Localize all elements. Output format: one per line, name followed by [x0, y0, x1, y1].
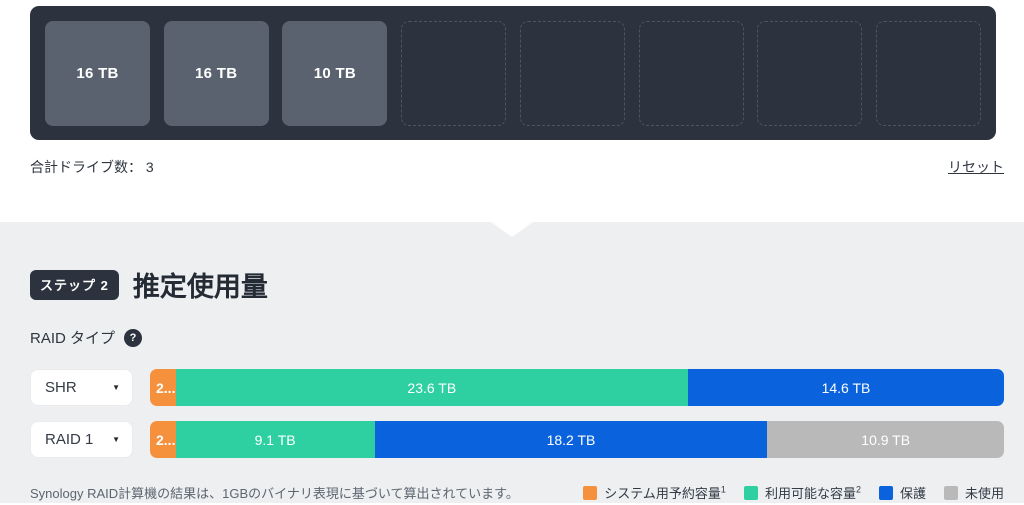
raid-type-select[interactable]: SHR ▼	[30, 369, 133, 406]
estimate-section: ステップ 2 推定使用量 RAID タイプ ? SHR ▼ 2... 23.6 …	[0, 222, 1024, 503]
bar-segment-available: 23.6 TB	[175, 369, 688, 406]
legend-item-unused: 未使用	[943, 483, 1004, 502]
footnote: Synology RAID計算機の結果は、1GBのバイナリ表現に基づいて算出され…	[30, 486, 519, 501]
legend-swatch-protection	[878, 485, 893, 500]
raid-type-value: SHR	[45, 379, 77, 396]
step-header: ステップ 2 推定使用量	[30, 222, 1004, 304]
bar-segment-available: 9.1 TB	[175, 421, 375, 458]
legend-label: 未使用	[964, 486, 1004, 501]
drive-capacity-label: 10 TB	[313, 64, 357, 82]
bar-segment-reserved: 2...	[150, 369, 176, 406]
drive-slot-empty[interactable]	[638, 20, 744, 126]
legend-label: 利用可能な容量2	[764, 484, 861, 501]
footer-row: Synology RAID計算機の結果は、1GBのバイナリ表現に基づいて算出され…	[30, 483, 1004, 502]
drive-slot-empty[interactable]	[519, 20, 625, 126]
usage-bar: 2... 9.1 TB 18.2 TB 10.9 TB	[150, 421, 1004, 458]
drive-panel: 16 TB 16 TB 10 TB	[30, 6, 996, 140]
legend-item-reserved: システム用予約容量1	[583, 483, 726, 502]
raid-type-select[interactable]: RAID 1 ▼	[30, 421, 133, 458]
raid-rows: SHR ▼ 2... 23.6 TB 14.6 TB RAID 1 ▼ 2...…	[30, 369, 1004, 458]
help-icon[interactable]: ?	[124, 328, 143, 347]
drive-slot-empty[interactable]	[875, 20, 981, 126]
legend-label: 保護	[899, 486, 926, 501]
raid-row-shr: SHR ▼ 2... 23.6 TB 14.6 TB	[30, 369, 1004, 406]
total-drives-label: 合計ドライブ数：	[30, 159, 142, 175]
drive-slot-empty[interactable]	[401, 20, 507, 126]
totals-row: 合計ドライブ数： 3 リセット	[0, 157, 1024, 177]
raid-row-raid1: RAID 1 ▼ 2... 9.1 TB 18.2 TB 10.9 TB	[30, 421, 1004, 458]
total-drives-value: 3	[145, 159, 154, 175]
legend-swatch-unused	[943, 485, 958, 500]
drive-capacity-label: 16 TB	[195, 64, 238, 82]
drive-capacity-label: 16 TB	[76, 64, 119, 82]
reset-link[interactable]: リセット	[948, 159, 1004, 175]
drive-tile[interactable]: 16 TB	[45, 20, 150, 126]
drive-tile[interactable]: 16 TB	[163, 20, 269, 126]
drive-tile[interactable]: 10 TB	[282, 20, 388, 126]
bar-segment-unused: 10.9 TB	[767, 421, 1004, 458]
raid-type-row: RAID タイプ ?	[30, 327, 1004, 348]
bar-segment-protection: 14.6 TB	[688, 369, 1004, 406]
bar-segment-protection: 18.2 TB	[374, 421, 768, 458]
page-title: 推定使用量	[132, 272, 268, 302]
raid-type-label: RAID タイプ	[30, 330, 116, 347]
total-drives: 合計ドライブ数： 3	[30, 157, 154, 177]
legend-swatch-reserved	[583, 485, 598, 500]
legend-item-available: 利用可能な容量2	[743, 483, 861, 502]
chevron-down-icon: ▼	[112, 382, 120, 392]
bar-segment-reserved: 2...	[150, 421, 176, 458]
legend-label: システム用予約容量1	[604, 484, 726, 501]
usage-bar: 2... 23.6 TB 14.6 TB	[150, 369, 1004, 406]
legend-item-protection: 保護	[878, 483, 926, 502]
raid-type-value: RAID 1	[45, 431, 94, 448]
drive-slot-empty[interactable]	[757, 20, 863, 126]
section-notch	[491, 222, 533, 237]
legend-swatch-available	[743, 485, 758, 500]
legend: システム用予約容量1 利用可能な容量2 保護 未使用	[583, 483, 1004, 502]
step-badge: ステップ 2	[30, 269, 119, 300]
chevron-down-icon: ▼	[112, 434, 120, 444]
